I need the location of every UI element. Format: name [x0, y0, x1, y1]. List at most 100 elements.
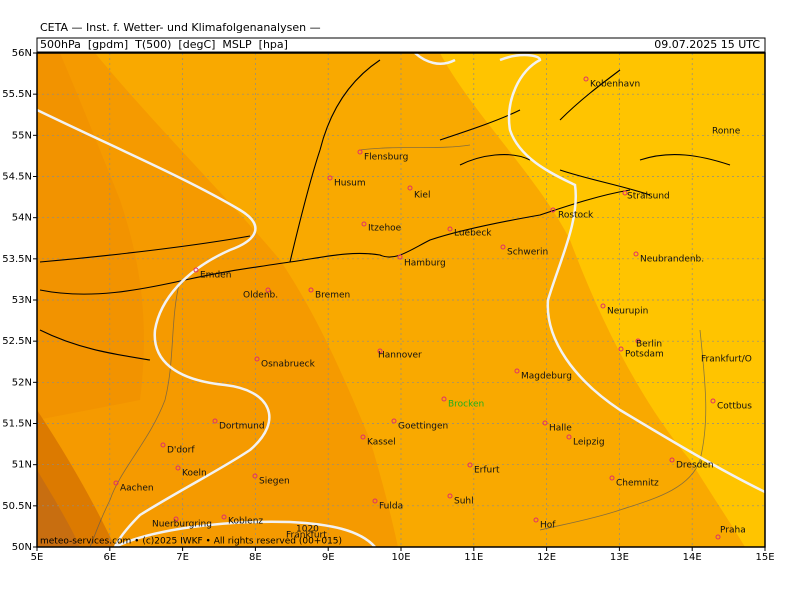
city-label: Koblenz: [228, 517, 263, 527]
city-marker: [160, 442, 166, 448]
city-marker: [500, 244, 506, 250]
map-area: Kobenhavn Ronne Flensburg Husum Kiel Stralsun…: [37, 53, 765, 547]
city-marker: [193, 267, 199, 273]
lat-label: 52N: [12, 377, 32, 388]
city-marker: [441, 396, 447, 402]
lat-label: 55.5N: [2, 89, 32, 100]
city-label: Osnabrueck: [261, 360, 316, 370]
city-marker: [360, 434, 366, 440]
lat-label: 50.5N: [2, 501, 32, 512]
header-fields: 500hPa [gpdm] T(500) [degC] MSLP [hpa]: [40, 38, 288, 51]
city-marker: [447, 226, 453, 232]
header-field: MSLP: [222, 38, 252, 51]
header-bar: [36, 37, 766, 53]
city-marker: [514, 368, 520, 374]
city-marker: [391, 418, 397, 424]
city-marker: [265, 287, 271, 293]
lon-label: 11E: [464, 552, 483, 563]
city-marker: [609, 475, 615, 481]
city-label: Luebeck: [454, 229, 492, 239]
city-marker: [669, 457, 675, 463]
city-marker: [550, 207, 556, 213]
city-label: Berlin: [636, 340, 662, 350]
city-marker: [407, 185, 413, 191]
city-marker: [308, 287, 314, 293]
header-field: 500hPa: [40, 38, 81, 51]
city-label: Kobenhavn: [590, 80, 640, 90]
city-label: Bremen: [315, 291, 350, 301]
city-marker: [212, 418, 218, 424]
city-label: Frankfurt/O: [701, 355, 752, 365]
city-label: Suhl: [454, 497, 474, 507]
city-label: Hannover: [378, 351, 422, 361]
city-label: Stralsund: [627, 192, 670, 202]
city-label: Frankfurt: [286, 531, 327, 541]
city-marker: [583, 76, 589, 82]
city-marker: [710, 398, 716, 404]
city-label: Siegen: [259, 477, 290, 487]
city-label: Oldenb.: [243, 291, 278, 301]
temp-field: [37, 53, 144, 420]
lat-label: 52.5N: [2, 336, 32, 347]
lon-label: 9E: [322, 552, 335, 563]
city-marker: [173, 516, 179, 522]
city-label: Hamburg: [404, 259, 446, 269]
lon-label: 13E: [610, 552, 629, 563]
lat-label: 54.5N: [2, 172, 32, 183]
city-label: Koeln: [182, 469, 207, 479]
lat-label: 53N: [12, 295, 32, 306]
header-field: [degC]: [178, 38, 215, 51]
city-marker: [715, 534, 721, 540]
city-marker: [397, 254, 403, 260]
city-marker: [633, 251, 639, 257]
lat-label: 50N: [12, 542, 32, 553]
lat-label: 56N: [12, 48, 32, 59]
isobar-label: 1020: [296, 525, 319, 535]
city-marker: [635, 338, 641, 344]
city-label: Goettingen: [398, 422, 448, 432]
city-label: Halle: [549, 424, 572, 434]
lon-label: 5E: [31, 552, 44, 563]
temp-field: [37, 470, 80, 547]
city-marker: [254, 356, 260, 362]
city-marker: [447, 493, 453, 499]
city-marker: [533, 517, 539, 523]
city-label: Chemnitz: [616, 479, 659, 489]
city-label: Nuerburgring: [152, 520, 212, 530]
city-marker: [542, 420, 548, 426]
city-label: Schwerin: [507, 248, 548, 258]
coastline: [39, 59, 731, 361]
isobar: [37, 53, 765, 547]
city-label: Erfurt: [474, 466, 500, 476]
footer: meteo-services.com • (c)2025 IWKF • All …: [40, 537, 342, 547]
city-label: Husum: [334, 179, 366, 189]
lat-label: 53.5N: [2, 254, 32, 265]
lon-label: 15E: [755, 552, 774, 563]
city-marker: [357, 149, 363, 155]
city-marker: [361, 221, 367, 227]
city-marker: [467, 462, 473, 468]
city-label: Neubrandenb.: [640, 255, 704, 265]
city-marker: [618, 346, 624, 352]
header-field: [gpdm]: [88, 38, 128, 51]
lon-label: 7E: [176, 552, 189, 563]
city-label: Emden: [200, 271, 231, 281]
city-label: Brocken: [448, 400, 484, 410]
lon-label: 8E: [249, 552, 262, 563]
city-label: Praha: [720, 526, 746, 536]
city-marker: [221, 514, 227, 520]
borders: [89, 144, 707, 547]
city-label: Potsdam: [625, 350, 664, 360]
city-label: Dortmund: [219, 422, 265, 432]
city-label: Fulda: [379, 502, 403, 512]
city-label: Leipzig: [573, 438, 605, 448]
city-marker: [252, 473, 258, 479]
lon-label: 14E: [683, 552, 702, 563]
lat-label: 54N: [12, 213, 32, 224]
city-label: Magdeburg: [521, 372, 572, 382]
city-label: D'dorf: [167, 446, 195, 456]
city-label: Hof: [540, 521, 556, 531]
city-label: Cottbus: [717, 402, 752, 412]
city-label: Rostock: [558, 211, 594, 221]
